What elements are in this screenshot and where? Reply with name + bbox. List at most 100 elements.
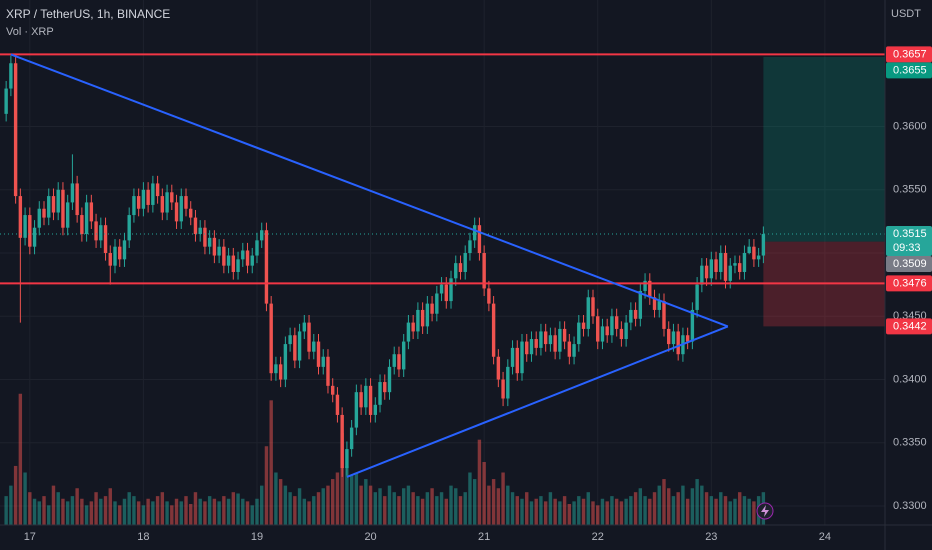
volume-bar bbox=[56, 492, 60, 525]
volume-bar bbox=[340, 433, 344, 525]
volume-bar bbox=[383, 496, 387, 525]
candle-body bbox=[250, 255, 254, 266]
volume-bar bbox=[245, 501, 250, 525]
candle-body bbox=[449, 278, 453, 302]
candle-body bbox=[548, 335, 553, 345]
candle-body bbox=[84, 202, 89, 235]
candle-body bbox=[241, 250, 245, 260]
volume-bar bbox=[430, 488, 434, 525]
volume-bar bbox=[193, 492, 198, 525]
volume-bar bbox=[406, 485, 411, 525]
candle-body bbox=[18, 196, 23, 238]
volume-bar bbox=[89, 501, 94, 525]
candle-body bbox=[61, 189, 65, 228]
volume-bar bbox=[283, 485, 288, 525]
countdown: 09:33 bbox=[893, 242, 921, 254]
candle-body bbox=[359, 392, 363, 408]
candle-body bbox=[605, 326, 609, 336]
volume-bar bbox=[321, 488, 325, 525]
volume-bar bbox=[51, 485, 56, 525]
candle-body bbox=[487, 288, 491, 304]
volume-bar bbox=[733, 498, 737, 525]
candle-body bbox=[581, 322, 586, 329]
candle-body bbox=[13, 63, 18, 197]
volume-bar bbox=[108, 488, 112, 525]
volume-bar bbox=[184, 496, 188, 525]
volume-bar bbox=[700, 485, 704, 525]
volume-bar bbox=[458, 496, 463, 525]
candle-body bbox=[226, 255, 231, 266]
candle-body bbox=[56, 189, 60, 213]
price-tag-label: 0.3515 bbox=[893, 228, 927, 240]
volume-bar bbox=[586, 492, 590, 525]
volume-bar bbox=[501, 472, 505, 525]
price-tag-label: 0.3476 bbox=[893, 277, 927, 289]
candle-body bbox=[189, 208, 193, 218]
candle-body bbox=[652, 297, 657, 310]
candle-body bbox=[37, 208, 41, 228]
candle-body bbox=[638, 290, 643, 319]
candle-body bbox=[643, 280, 647, 291]
x-tick-label: 23 bbox=[705, 531, 717, 543]
volume-bar bbox=[136, 501, 141, 525]
volume-bar bbox=[288, 492, 292, 525]
volume-bar bbox=[345, 465, 349, 525]
volume-bar bbox=[472, 479, 477, 525]
volume-bar bbox=[354, 472, 359, 525]
candle-body bbox=[89, 202, 94, 222]
x-tick-label: 21 bbox=[478, 531, 490, 543]
volume-bar bbox=[525, 492, 529, 525]
volume-bar bbox=[416, 496, 420, 525]
volume-label: Vol · XRP bbox=[6, 26, 54, 38]
candle-body bbox=[146, 189, 150, 205]
candle-body bbox=[297, 331, 302, 361]
x-tick-label: 24 bbox=[819, 531, 831, 543]
candle-body bbox=[435, 293, 439, 314]
candle-body bbox=[695, 284, 699, 310]
candle-body bbox=[756, 255, 761, 260]
volume-bar bbox=[614, 498, 619, 525]
candle-body bbox=[482, 253, 486, 289]
candle-body bbox=[47, 196, 51, 218]
volume-bar bbox=[624, 498, 628, 525]
volume-bar bbox=[401, 488, 406, 525]
candle-body bbox=[420, 309, 425, 327]
trend-line bbox=[10, 53, 729, 328]
y-tick-label: 0.3550 bbox=[893, 184, 927, 196]
candle-body bbox=[170, 192, 174, 203]
volume-bar bbox=[704, 492, 709, 525]
candle-body bbox=[245, 250, 250, 266]
candle-body bbox=[629, 309, 633, 323]
price-tag bbox=[886, 46, 932, 63]
candle-body bbox=[501, 379, 505, 399]
candle-body bbox=[425, 303, 430, 327]
volume-bar bbox=[359, 485, 363, 525]
price-tag bbox=[886, 275, 932, 292]
candle-body bbox=[345, 449, 349, 469]
candle-body bbox=[203, 227, 207, 247]
candle-body bbox=[160, 196, 165, 213]
volume-bar bbox=[217, 501, 221, 525]
candle-body bbox=[562, 328, 567, 342]
volume-bar bbox=[155, 496, 160, 525]
volume-bar bbox=[567, 504, 572, 525]
candle-body bbox=[255, 240, 259, 256]
volume-bar bbox=[28, 492, 32, 525]
volume-bar bbox=[179, 501, 183, 525]
candle-body bbox=[108, 253, 112, 266]
x-tick-label: 22 bbox=[592, 531, 604, 543]
candle-body bbox=[32, 227, 37, 247]
candle-body bbox=[690, 309, 695, 342]
volume-bar bbox=[411, 492, 415, 525]
candle-body bbox=[75, 183, 79, 216]
volume-bar bbox=[695, 479, 699, 525]
volume-bar bbox=[728, 501, 732, 525]
volume-bar bbox=[435, 496, 439, 525]
volume-bar bbox=[449, 485, 453, 525]
volume-bar bbox=[13, 465, 18, 525]
candle-body bbox=[747, 246, 751, 254]
volume-bar bbox=[103, 496, 108, 525]
candle-body bbox=[520, 341, 524, 374]
candle-body bbox=[28, 215, 32, 247]
volume-bar bbox=[397, 496, 401, 525]
